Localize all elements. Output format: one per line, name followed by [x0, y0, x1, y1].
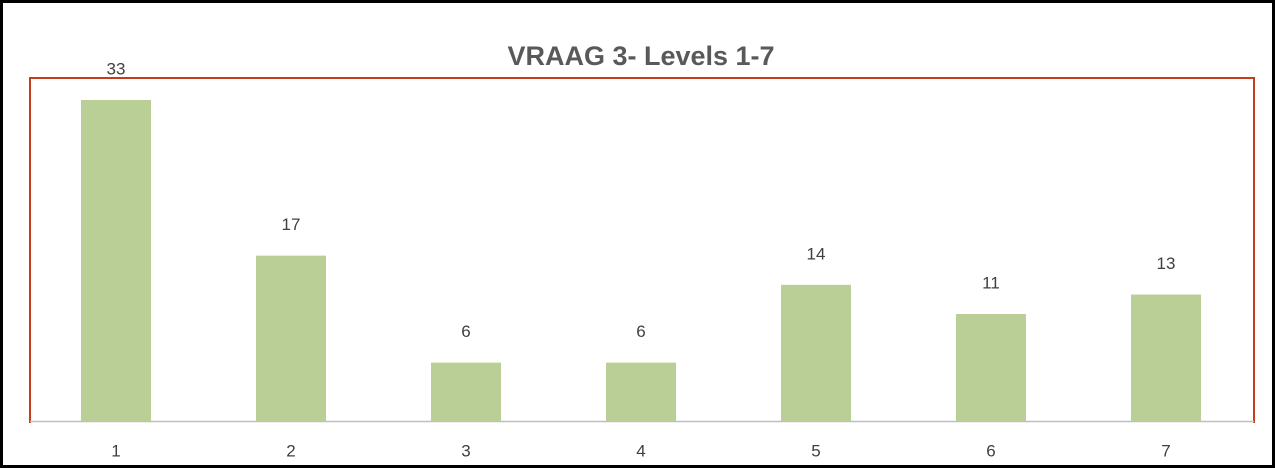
data-label: 17: [282, 215, 301, 234]
bar: [431, 362, 501, 421]
bar: [81, 100, 151, 421]
x-tick-label: 4: [636, 441, 645, 460]
x-tick-label: 6: [986, 441, 995, 460]
x-tick-label: 7: [1161, 441, 1170, 460]
x-tick-label: 5: [811, 441, 820, 460]
data-label: 11: [982, 273, 1000, 292]
bar: [606, 362, 676, 421]
x-tick-label: 2: [286, 441, 295, 460]
bar: [956, 314, 1026, 421]
data-label: 13: [1157, 254, 1176, 273]
data-label: 14: [807, 244, 826, 263]
data-label: 6: [636, 322, 645, 341]
data-label: 6: [461, 322, 470, 341]
bar: [1131, 294, 1201, 421]
bar: [256, 255, 326, 421]
data-label: 33: [107, 59, 126, 78]
plot-border: [29, 77, 1255, 423]
chart-title: VRAAG 3- Levels 1-7: [507, 41, 774, 71]
bar: [781, 284, 851, 421]
x-tick-label: 1: [111, 441, 120, 460]
x-tick-label: 3: [461, 441, 470, 460]
